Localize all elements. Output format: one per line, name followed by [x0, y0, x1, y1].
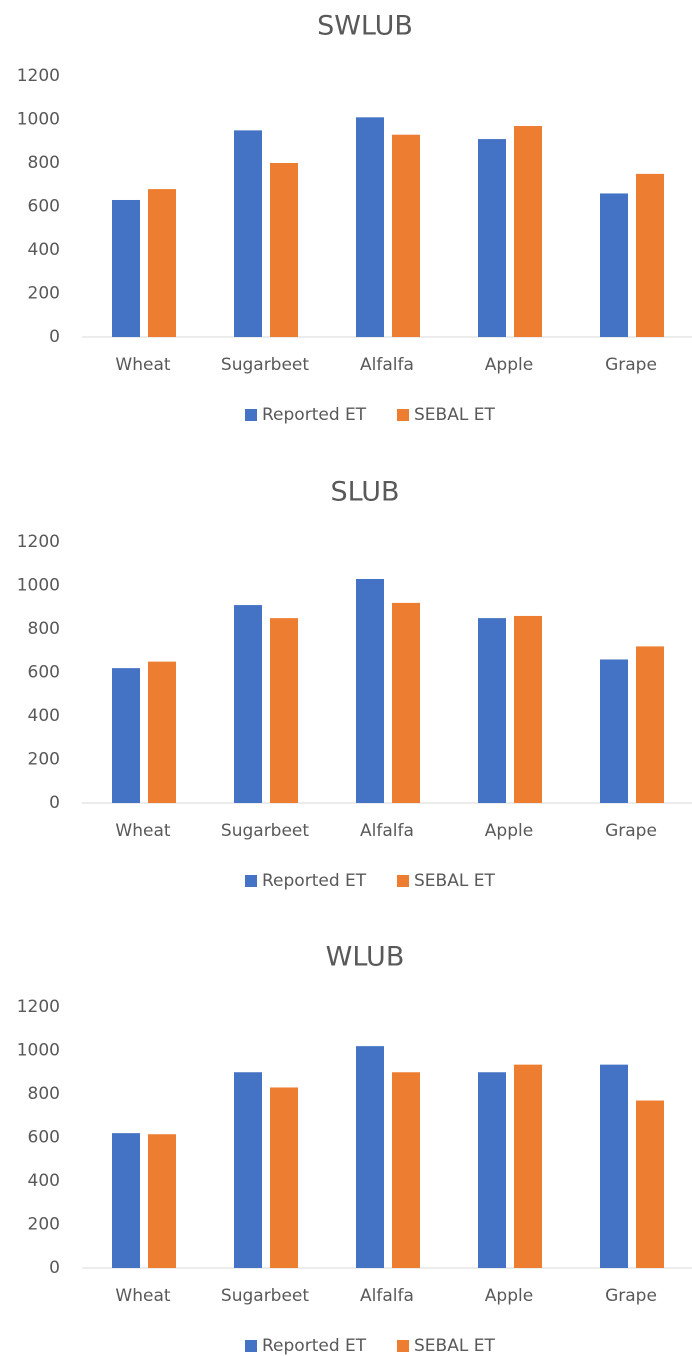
x-tick-label: Alfalfa — [360, 355, 414, 375]
y-tick-label: 1200 — [17, 532, 60, 552]
y-tick-label: 400 — [28, 240, 60, 260]
bar — [514, 1064, 542, 1268]
y-tick-label: 0 — [49, 1258, 60, 1278]
bar — [600, 659, 628, 803]
legend-swatch — [397, 409, 409, 421]
bar — [478, 139, 506, 337]
bar — [270, 1087, 298, 1268]
x-tick-label: Wheat — [115, 1286, 170, 1306]
y-tick-label: 400 — [28, 706, 60, 726]
bar — [636, 173, 664, 337]
chart-title: SWLUB — [317, 11, 413, 42]
bar — [636, 646, 664, 803]
x-tick-label: Grape — [605, 355, 657, 375]
x-tick-label: Wheat — [115, 355, 170, 375]
bar — [478, 1072, 506, 1268]
y-tick-label: 1000 — [17, 1041, 60, 1061]
bar — [356, 578, 384, 803]
y-tick-label: 800 — [28, 153, 60, 173]
legend-swatch — [245, 1340, 257, 1352]
x-tick-label: Apple — [485, 1286, 533, 1306]
bar — [270, 618, 298, 803]
bar — [112, 199, 140, 337]
bar — [478, 618, 506, 803]
y-tick-label: 1000 — [17, 110, 60, 130]
x-tick-label: Sugarbeet — [221, 355, 309, 375]
bar — [234, 1072, 262, 1268]
bar — [148, 189, 176, 337]
y-tick-label: 1200 — [17, 997, 60, 1017]
y-tick-label: 400 — [28, 1171, 60, 1191]
legend-label: Reported ET — [262, 1336, 367, 1356]
bar — [600, 1064, 628, 1268]
y-tick-label: 600 — [28, 197, 60, 217]
x-tick-label: Alfalfa — [360, 1286, 414, 1306]
legend-label: SEBAL ET — [414, 1336, 495, 1356]
bar — [356, 1046, 384, 1268]
bar — [392, 1072, 420, 1268]
x-tick-label: Grape — [605, 821, 657, 841]
bar — [234, 605, 262, 803]
bar — [600, 193, 628, 337]
y-tick-label: 200 — [28, 284, 60, 304]
y-tick-label: 200 — [28, 1215, 60, 1235]
legend-swatch — [245, 875, 257, 887]
chart-title: WLUB — [326, 942, 405, 973]
x-tick-label: Wheat — [115, 821, 170, 841]
bar — [270, 163, 298, 337]
bar — [514, 126, 542, 338]
y-tick-label: 1000 — [17, 576, 60, 596]
bar — [234, 130, 262, 337]
bar — [148, 661, 176, 803]
y-tick-label: 200 — [28, 750, 60, 770]
y-tick-label: 1200 — [17, 66, 60, 86]
chart-title: SLUB — [330, 477, 399, 508]
y-tick-label: 600 — [28, 1128, 60, 1148]
y-tick-label: 600 — [28, 663, 60, 683]
legend-swatch — [245, 409, 257, 421]
legend-label: SEBAL ET — [414, 871, 495, 891]
bar — [636, 1100, 664, 1268]
y-tick-label: 800 — [28, 619, 60, 639]
x-tick-label: Grape — [605, 1286, 657, 1306]
bar — [148, 1134, 176, 1268]
bar — [392, 134, 420, 337]
bar — [112, 1133, 140, 1268]
x-tick-label: Sugarbeet — [221, 1286, 309, 1306]
x-tick-label: Apple — [485, 355, 533, 375]
bar — [112, 668, 140, 803]
y-tick-label: 800 — [28, 1084, 60, 1104]
bar — [514, 615, 542, 803]
legend-label: SEBAL ET — [414, 405, 495, 425]
y-tick-label: 0 — [49, 793, 60, 813]
bar — [356, 117, 384, 337]
x-tick-label: Sugarbeet — [221, 821, 309, 841]
legend-label: Reported ET — [262, 871, 367, 891]
x-tick-label: Apple — [485, 821, 533, 841]
legend-label: Reported ET — [262, 405, 367, 425]
y-tick-label: 0 — [49, 327, 60, 347]
legend-swatch — [397, 875, 409, 887]
bar — [392, 602, 420, 803]
x-tick-label: Alfalfa — [360, 821, 414, 841]
legend-swatch — [397, 1340, 409, 1352]
